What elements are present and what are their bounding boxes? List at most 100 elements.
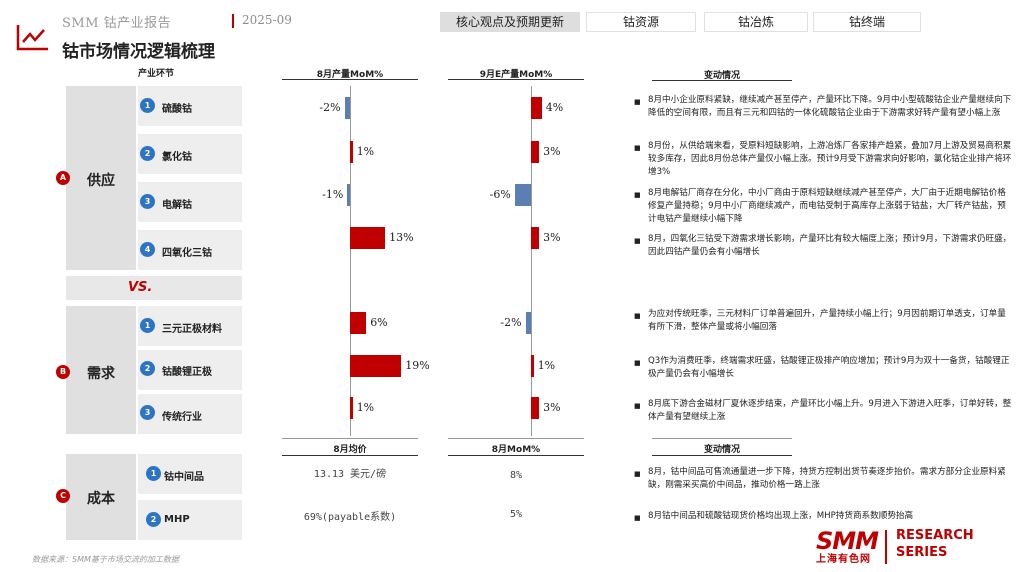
col-header-aug-output: 8月产量MoM% <box>316 70 384 80</box>
sep-output-bar-label: -6% <box>489 188 511 201</box>
header-divider <box>232 14 234 28</box>
supply-item-cobalt-chloride <box>138 134 242 174</box>
note-bullet: ■ <box>634 402 641 410</box>
item-number-badge: 3 <box>140 405 155 420</box>
page-title: 钴市场情况逻辑梳理 <box>62 42 215 62</box>
demand-item-lco-cathode <box>138 350 242 390</box>
item-number-badge: 1 <box>146 466 161 481</box>
category-box-supply <box>66 86 136 270</box>
sep-output-bar-label: 3% <box>543 401 561 414</box>
col-header-overline <box>652 438 792 439</box>
note-ternary-cathode: 为应对传统旺季，三元材料厂订单普遍回升，产量持续小幅上行；9月因前期订单透支，订… <box>648 309 1006 332</box>
data-source-note: 数据来源：SMM基于市场交流的加工数据 <box>32 555 179 564</box>
aug-output-bar-label: 1% <box>356 145 375 158</box>
note-bullet: ■ <box>634 237 641 245</box>
aug-output-bar <box>350 227 386 249</box>
smm-logo: SMM <box>816 527 879 555</box>
col-header-underline <box>652 80 792 81</box>
item-number-badge: 2 <box>140 361 155 376</box>
section-letter-badge: B <box>56 365 70 379</box>
report-date: 2025-09 <box>242 13 292 27</box>
note-lco-cathode: Q3作为消费旺季，终端需求旺盛，钴酸锂正极排产响应增加；预计9月为双十一备货，钴… <box>648 356 1010 379</box>
col-header-underline <box>448 79 584 80</box>
item-number-badge: 4 <box>140 242 155 257</box>
supply-item-cobalt-sulfate <box>138 86 242 126</box>
tab-cobalt-terminal[interactable]: 钴终端 <box>813 12 921 32</box>
item-label: 三元正极材料 <box>162 324 222 335</box>
sep-output-bar <box>531 397 540 419</box>
note-traditional: 8月底下游合金磁材厂夏休逐步结束，产量环比小幅上升。9月进入下游进入旺季，订单好… <box>648 399 1012 422</box>
col-header-aug-avg-price: 8月均价 <box>333 445 367 455</box>
tab-core-views[interactable]: 核心观点及预期更新 <box>440 12 580 32</box>
aug-output-bar-label: 1% <box>356 401 375 414</box>
trend-chart-icon <box>16 25 48 51</box>
sep-output-bar <box>531 141 540 163</box>
item-number-badge: 2 <box>146 512 161 527</box>
aug-output-bar-label: 19% <box>405 359 430 372</box>
col-header-underline <box>652 455 792 456</box>
aug-output-bar <box>350 312 367 334</box>
col-header-underline <box>282 455 418 456</box>
sep-output-bar-label: -2% <box>500 316 522 329</box>
aug-output-bar-label: -1% <box>322 188 344 201</box>
sep-output-bar <box>525 312 531 334</box>
item-number-badge: 3 <box>140 194 155 209</box>
item-label: MHP <box>164 514 190 525</box>
item-number-badge: 2 <box>140 146 155 161</box>
note-bullet: ■ <box>634 144 641 152</box>
price-value-mhp: 69%(payable系数) <box>303 512 397 523</box>
supply-item-electrolytic-cobalt <box>138 182 242 222</box>
series-text: SERIES <box>896 545 948 560</box>
note-bullet: ■ <box>634 470 641 478</box>
section-letter-badge: A <box>56 171 70 185</box>
note-bullet: ■ <box>634 98 641 106</box>
note-cobalt-sulfate: 8月中小企业原料紧缺，继续减产甚至停产，产量环比下降。9月中小型硫酸钴企业产量继… <box>648 95 1012 118</box>
sep-output-bar-label: 3% <box>543 145 561 158</box>
item-label: 四氧化三钴 <box>162 248 212 259</box>
col-header-change-cost: 变动情况 <box>703 445 740 455</box>
aug-output-bar <box>347 184 350 206</box>
item-number-badge: 1 <box>140 318 155 333</box>
item-label: 氯化钴 <box>162 152 192 163</box>
sep-output-bar <box>531 355 534 377</box>
note-cobalt-intermediate: 8月，钴中间品可售流通量进一步下降，持货方控制出货节奏逐步抬价。需求方部分企业原… <box>648 467 1006 490</box>
aug-output-bar <box>350 397 353 419</box>
sep-output-bar <box>514 184 531 206</box>
item-number-badge: 1 <box>140 98 155 113</box>
sep-zero-axis <box>531 86 532 436</box>
vs-divider <box>66 276 242 300</box>
item-label: 传统行业 <box>162 412 202 423</box>
aug-output-bar <box>344 97 350 119</box>
col-header-change: 变动情况 <box>703 71 740 81</box>
note-mhp: 8月钴中间品和硫酸钴现货价格均出现上涨，MHP持货商系数顺势抬高 <box>648 511 914 521</box>
col-header-underline <box>448 455 584 456</box>
category-label-supply: 供应 <box>87 173 115 189</box>
aug-output-bar-label: -2% <box>319 101 341 114</box>
logo-divider <box>885 530 887 564</box>
sep-output-bar-label: 3% <box>543 231 561 244</box>
demand-item-traditional <box>138 394 242 434</box>
col-header-overline <box>282 438 418 439</box>
aug-output-bar <box>350 141 353 163</box>
tab-cobalt-resources[interactable]: 钴资源 <box>586 12 696 32</box>
price-value-intermediate: 13.13 美元/磅 <box>313 469 387 480</box>
mom-value-intermediate: 8% <box>509 470 523 481</box>
category-label-cost: 成本 <box>87 491 115 507</box>
supply-item-cobalt-oxide <box>138 230 242 270</box>
tab-cobalt-smelting[interactable]: 钴冶炼 <box>704 12 808 32</box>
col-header-sep-output: 9月E产量MoM% <box>479 70 553 80</box>
col-header-industry: 产业环节 <box>137 69 174 79</box>
aug-output-bar <box>350 355 402 377</box>
item-label: 钴中间品 <box>164 472 204 483</box>
note-cobalt-oxide: 8月，四氧化三钴受下游需求增长影响，产量环比有较大幅度上涨；预计9月，下游需求仍… <box>648 234 1012 257</box>
sep-output-bar <box>531 227 540 249</box>
note-bullet: ■ <box>634 514 641 522</box>
mom-value-mhp: 5% <box>509 509 523 520</box>
category-box-demand <box>66 306 136 434</box>
category-box-cost <box>66 454 136 540</box>
section-letter-badge: C <box>56 489 70 503</box>
sep-output-bar-label: 1% <box>537 359 556 372</box>
sep-output-bar <box>531 97 542 119</box>
category-label-demand: 需求 <box>87 366 115 382</box>
vs-label: VS. <box>128 280 153 295</box>
